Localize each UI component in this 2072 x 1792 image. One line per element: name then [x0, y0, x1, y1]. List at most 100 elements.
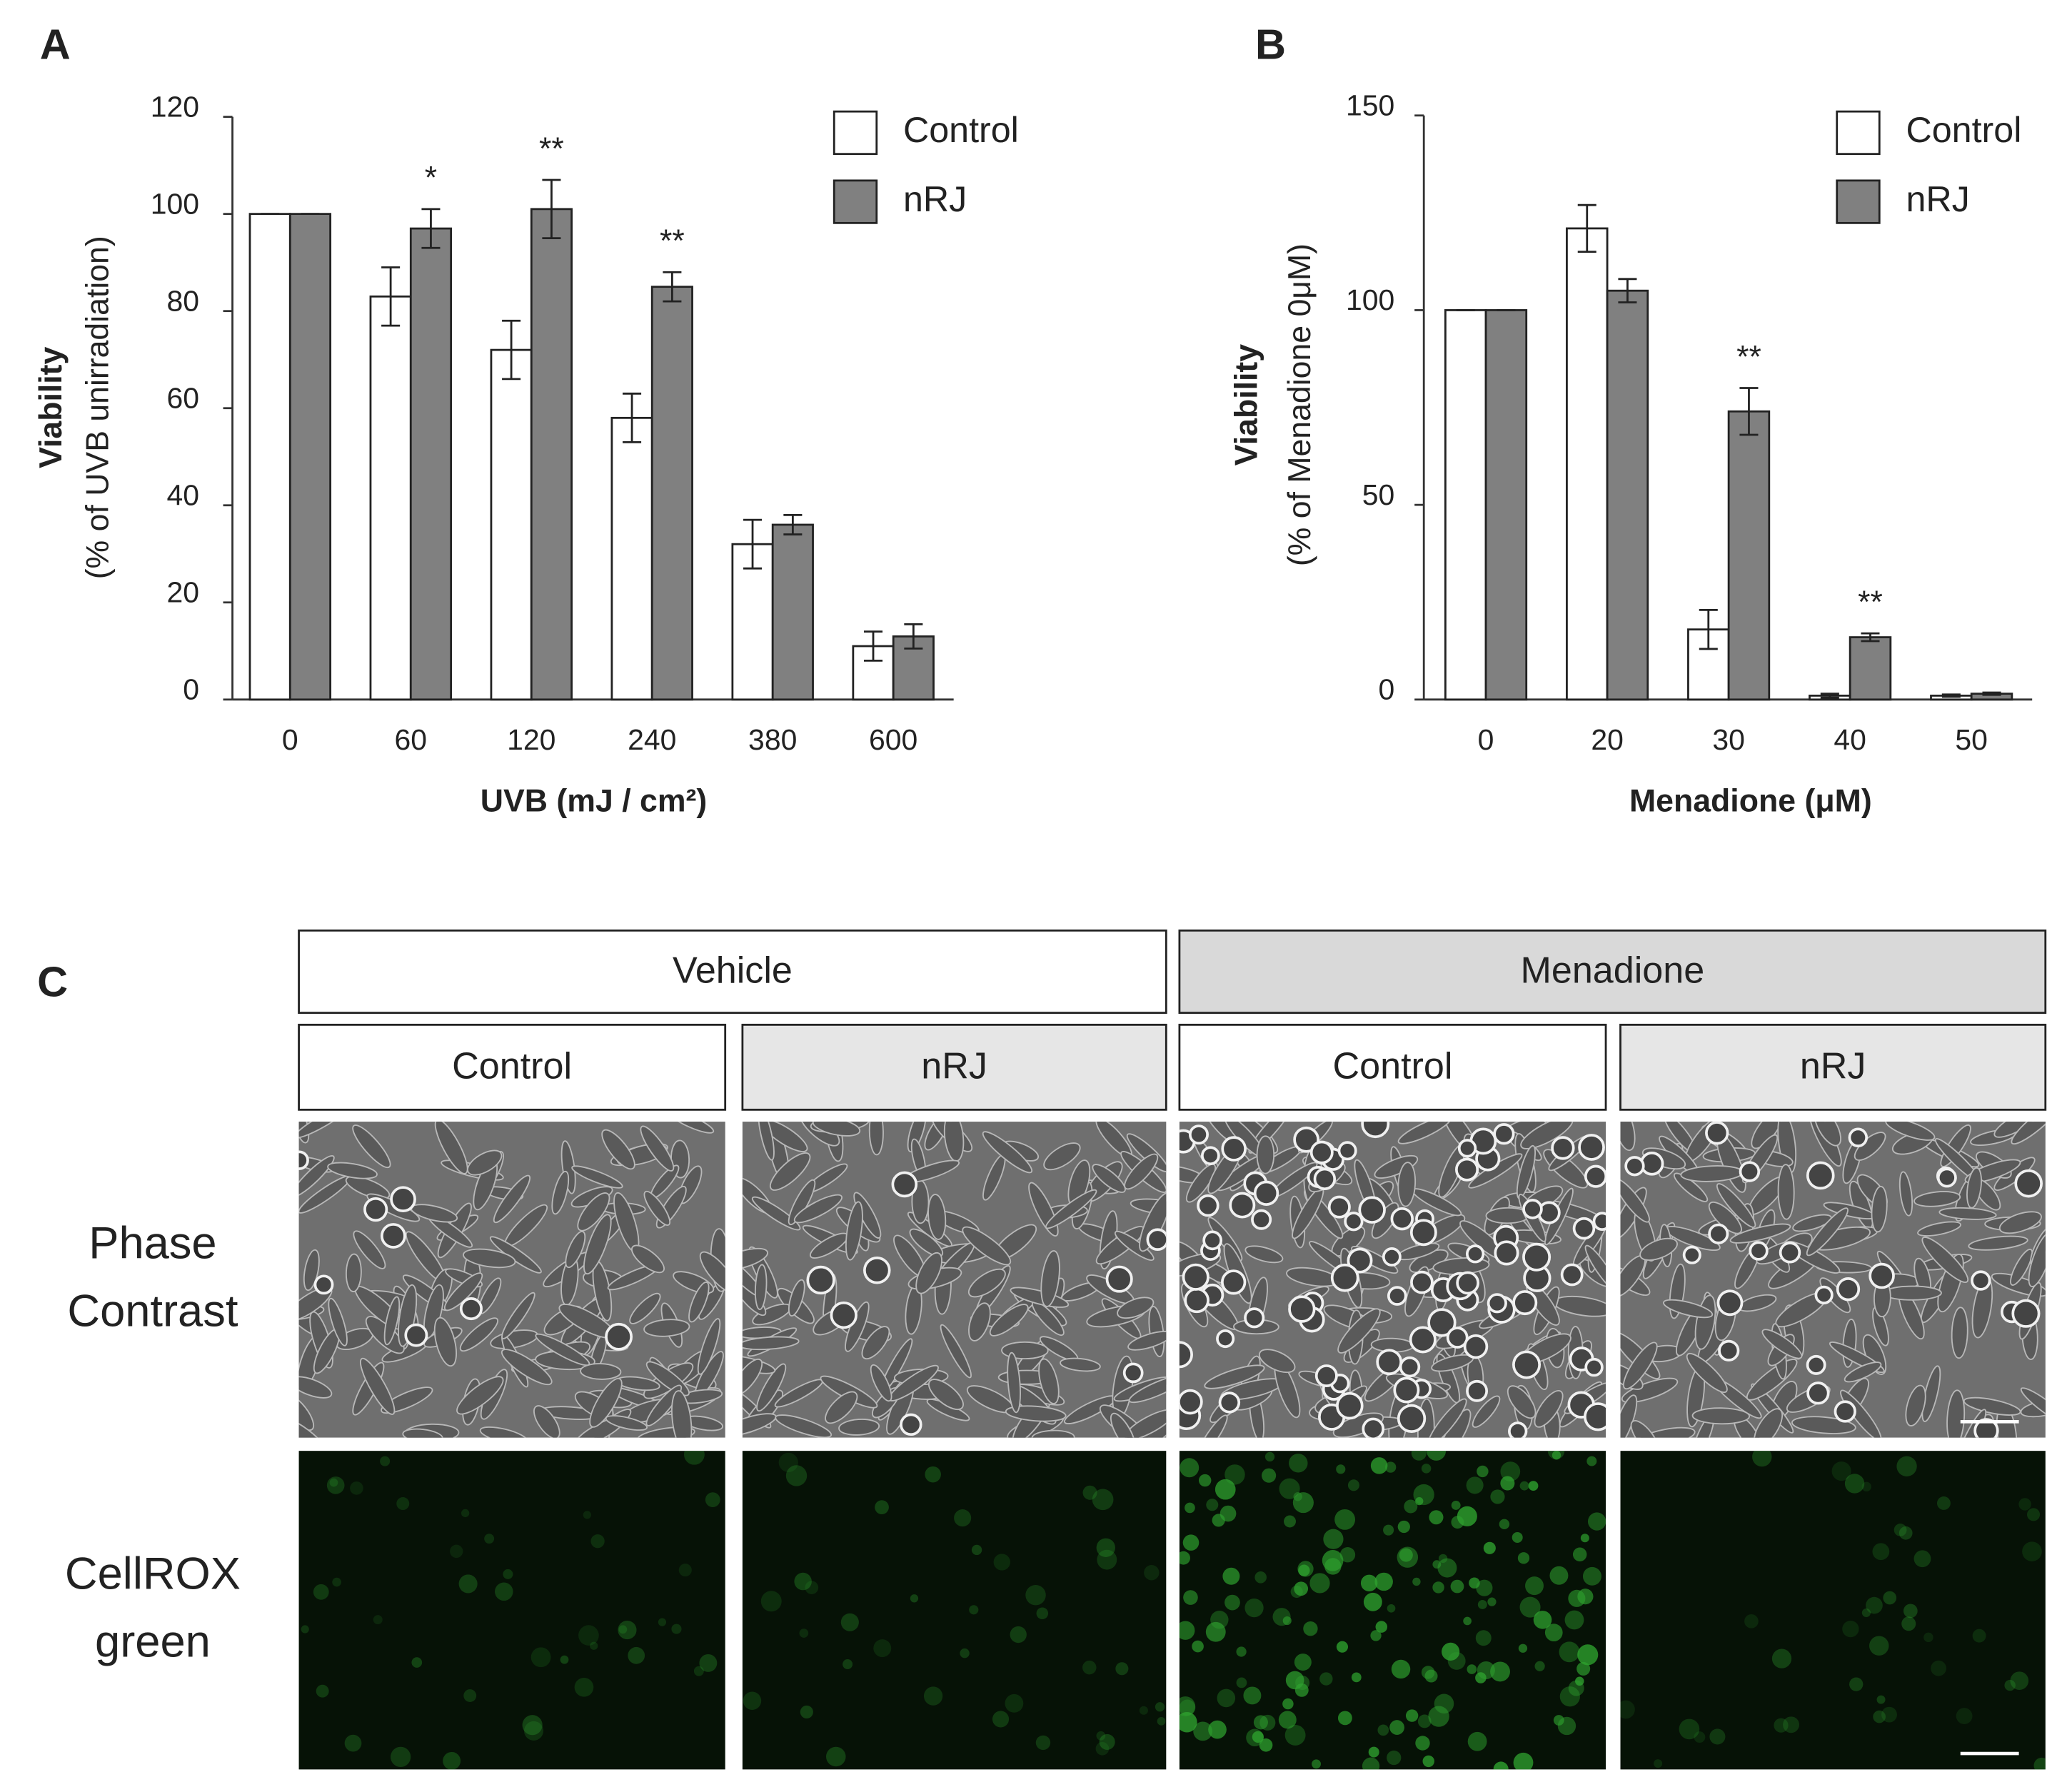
round-cell — [1834, 1400, 1856, 1423]
fluorescent-cell — [705, 1492, 720, 1508]
round-cell — [1592, 1212, 1606, 1232]
round-cell — [459, 1297, 483, 1321]
fluorescent-cell — [1469, 1577, 1480, 1589]
cell — [1630, 1420, 1659, 1438]
fluorescent-cell — [1294, 1653, 1312, 1671]
fluorescent-cell — [826, 1746, 846, 1767]
fluorescent-cell — [503, 1569, 513, 1579]
fluorescent-cell — [1447, 1651, 1466, 1670]
cell — [298, 1376, 333, 1399]
fluorescent-cell — [1095, 1741, 1110, 1756]
fluorescent-cell — [1082, 1660, 1097, 1675]
fluorescent-cell — [1309, 1573, 1330, 1594]
round-cell — [1572, 1217, 1596, 1240]
round-cell — [1410, 1270, 1434, 1294]
fluorescent-cell — [1096, 1731, 1106, 1741]
significance: ** — [1736, 339, 1761, 374]
round-cell — [1718, 1339, 1740, 1361]
legend-swatch — [833, 179, 878, 224]
fluorescent-cell — [495, 1582, 513, 1601]
round-cell — [1393, 1376, 1420, 1404]
fluorescent-cell — [1337, 1711, 1352, 1726]
y-tick-label: 80 — [167, 284, 200, 317]
cell — [1620, 1122, 1636, 1152]
cell — [645, 1384, 683, 1426]
cell — [551, 1170, 570, 1215]
fluorescent-cell — [1466, 1476, 1484, 1494]
cell — [359, 1357, 396, 1415]
fluorescent-cell — [778, 1452, 798, 1473]
fluorescent-cell — [1253, 1715, 1268, 1730]
cell — [601, 1129, 635, 1170]
round-cell — [1508, 1421, 1528, 1438]
cell — [742, 1247, 768, 1271]
fluorescent-cell — [1391, 1659, 1411, 1679]
fluorescent-cell — [1224, 1464, 1245, 1485]
fluorescent-cell — [574, 1677, 594, 1697]
y-tick-label: 100 — [151, 187, 199, 220]
error-bar — [783, 513, 803, 535]
condition-label: Control — [452, 1045, 572, 1087]
cell — [962, 1226, 1012, 1266]
fluorescent-cell — [1849, 1677, 1864, 1691]
round-cell — [1288, 1295, 1316, 1323]
cell — [762, 1122, 808, 1152]
cell — [793, 1194, 843, 1224]
round-cell — [1739, 1161, 1761, 1182]
fluorescent-cell — [524, 1721, 544, 1741]
fluorescent-cell — [560, 1655, 569, 1664]
round-cell — [1221, 1269, 1247, 1295]
fluorescent-cell — [1894, 1524, 1907, 1536]
fluorescent-cell — [1182, 1534, 1200, 1551]
cell — [328, 1297, 348, 1346]
image-bg — [1620, 1451, 2046, 1770]
micrograph — [298, 1122, 725, 1438]
fluorescent-cell — [1467, 1731, 1487, 1751]
fluorescent-cell — [1236, 1677, 1247, 1688]
fluorescent-cell — [1244, 1598, 1264, 1618]
cell — [1686, 1352, 1728, 1393]
cell — [298, 1394, 315, 1431]
round-cell — [1446, 1327, 1469, 1349]
round-cell — [1465, 1244, 1485, 1264]
fluorescent-cell — [992, 1711, 1010, 1728]
round-cell — [1836, 1277, 1861, 1302]
fluorescent-cell — [1312, 1759, 1321, 1769]
fluorescent-cell — [1620, 1700, 1635, 1719]
fluorescent-cell — [1883, 1591, 1897, 1605]
fluorescent-cell — [396, 1497, 410, 1511]
round-cell — [1179, 1389, 1203, 1415]
fluorescent-cell — [1212, 1514, 1225, 1527]
fluorescent-cell — [1097, 1549, 1117, 1570]
fluorescent-cell — [316, 1684, 329, 1698]
group-header — [1178, 929, 2047, 1015]
fluorescent-cell — [1336, 1641, 1349, 1653]
image-content — [1620, 1122, 2046, 1438]
fluorescent-cell — [699, 1653, 718, 1672]
image-content — [1179, 1122, 1606, 1438]
fluorescent-cell — [1512, 1531, 1523, 1543]
legend-label: nRJ — [1906, 179, 1969, 219]
fluorescent-cell — [1866, 1596, 1883, 1614]
cell — [298, 1122, 348, 1139]
round-cell — [1409, 1219, 1437, 1247]
fluorescent-cell — [873, 1639, 892, 1658]
round-cell — [1716, 1289, 1744, 1317]
panel-label: C — [37, 957, 68, 1005]
image-content — [1179, 1451, 1606, 1770]
round-cell — [1313, 1167, 1337, 1191]
bar — [1566, 227, 1609, 701]
fluorescent-cell — [1559, 1686, 1580, 1707]
round-cell — [404, 1323, 428, 1347]
cell — [643, 1190, 671, 1226]
cell — [459, 1317, 498, 1352]
fluorescent-cell — [350, 1481, 363, 1495]
cell — [1639, 1237, 1678, 1261]
fluorescent-cell — [760, 1591, 782, 1612]
fluorescent-cell — [1279, 1478, 1300, 1499]
bar — [490, 348, 533, 701]
cell — [927, 1194, 947, 1240]
round-cell — [1330, 1263, 1359, 1292]
fluorescent-cell — [1437, 1558, 1457, 1578]
fluorescent-cell — [1499, 1519, 1510, 1530]
